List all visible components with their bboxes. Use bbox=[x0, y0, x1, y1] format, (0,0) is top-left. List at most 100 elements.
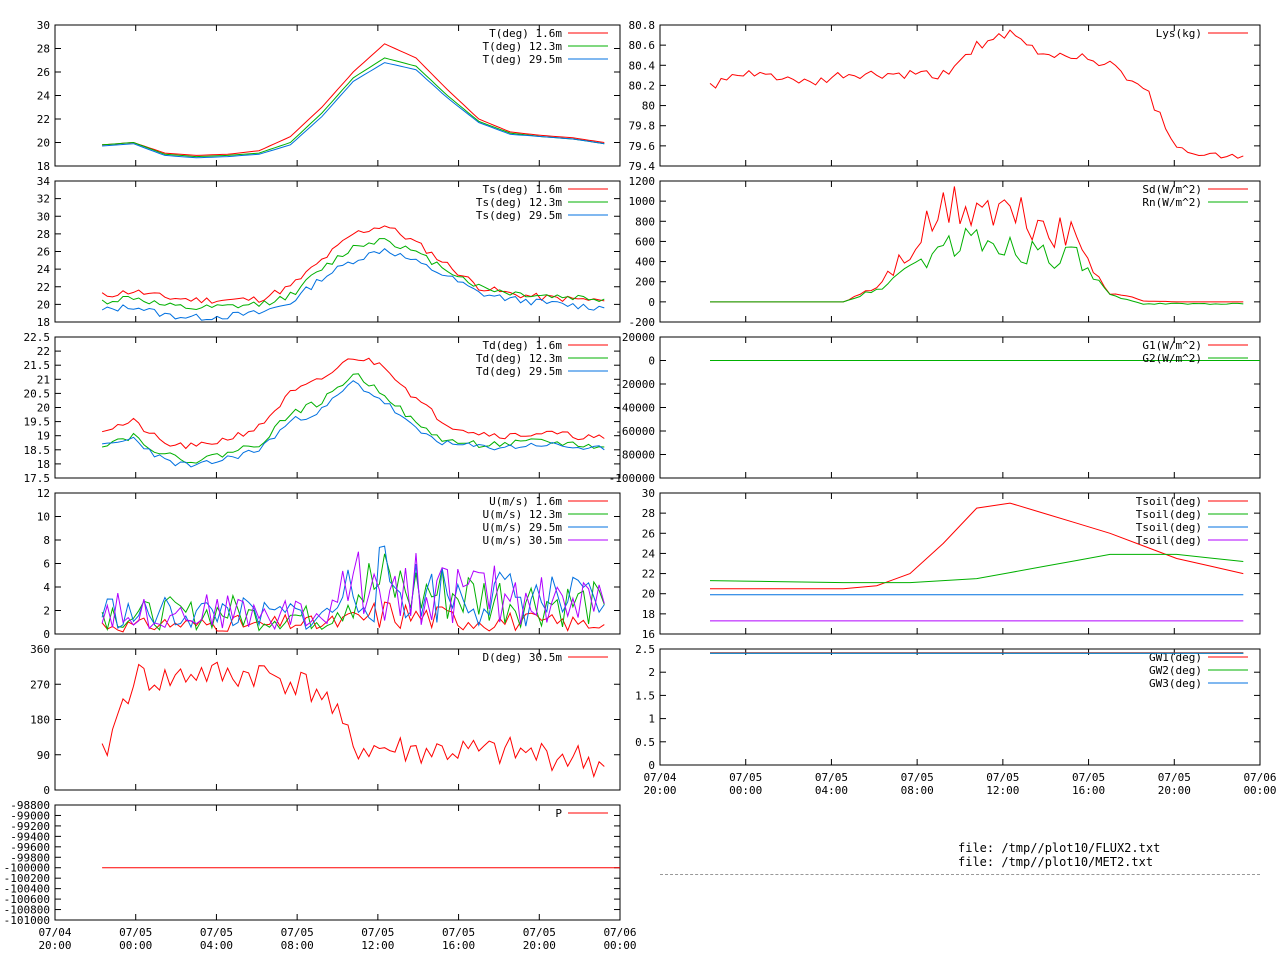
x-tick-label-date: 07/06 bbox=[603, 926, 636, 939]
legend-label: T(deg) 29.5m bbox=[483, 53, 563, 66]
y-tick-label: 2.5 bbox=[635, 643, 655, 656]
x-tick-label-date: 07/05 bbox=[119, 926, 152, 939]
y-tick-label: 0 bbox=[648, 355, 655, 368]
y-tick-label: -100200 bbox=[4, 872, 50, 885]
y-tick-label: 24 bbox=[642, 547, 656, 560]
legend-label: Td(deg) 12.3m bbox=[476, 352, 562, 365]
y-tick-label: 80 bbox=[642, 100, 655, 113]
x-tick-label-time: 08:00 bbox=[281, 939, 314, 952]
x-tick-label-time: 20:00 bbox=[523, 939, 556, 952]
legend-label: Sd(W/m^2) bbox=[1142, 183, 1202, 196]
y-tick-label: 400 bbox=[635, 256, 655, 269]
legend-label: Ts(deg) 12.3m bbox=[476, 196, 562, 209]
y-tick-label: 24 bbox=[37, 90, 51, 103]
y-tick-label: 18 bbox=[37, 160, 50, 173]
series-line-ts-1 bbox=[101, 238, 605, 311]
x-tick-label-date: 07/05 bbox=[1158, 771, 1191, 784]
y-tick-label: -99800 bbox=[10, 851, 50, 864]
x-tick-label-date: 07/05 bbox=[901, 771, 934, 784]
y-tick-label: 0 bbox=[43, 784, 50, 797]
y-tick-label: -99000 bbox=[10, 809, 50, 822]
series-line-t-1 bbox=[102, 57, 605, 158]
x-tick-label-time: 08:00 bbox=[901, 784, 934, 797]
x-tick-label-time: 16:00 bbox=[1072, 784, 1105, 797]
chart-d: 0 90 180 270 360 D(deg) 30.5m bbox=[30, 643, 621, 797]
y-tick-label: 22 bbox=[37, 113, 50, 126]
plot-frame bbox=[54, 648, 621, 791]
y-tick-label: 28 bbox=[37, 43, 50, 56]
y-tick-label: 0 bbox=[648, 759, 655, 772]
series-line-u-3 bbox=[101, 551, 605, 631]
legend-label: GW3(deg) bbox=[1149, 677, 1202, 690]
y-tick-label: 0 bbox=[43, 628, 50, 641]
y-tick-label: 20 bbox=[37, 402, 50, 415]
plot-frame bbox=[54, 804, 621, 921]
y-tick-label: 270 bbox=[30, 678, 50, 691]
legend-label: U(m/s) 29.5m bbox=[483, 521, 563, 534]
legend-label: D(deg) 30.5m bbox=[483, 651, 563, 664]
file-list: file: /tmp//plot10/FLUX2.txt file: /tmp/… bbox=[958, 841, 1160, 869]
y-tick-label: 6 bbox=[43, 558, 50, 571]
y-tick-label: 600 bbox=[635, 235, 655, 248]
y-tick-label: 24 bbox=[37, 263, 51, 276]
y-tick-label: 180 bbox=[30, 714, 50, 727]
series-line-u-2 bbox=[101, 545, 605, 631]
y-tick-label: 20.5 bbox=[24, 387, 51, 400]
legend-label: G1(W/m^2) bbox=[1142, 339, 1202, 352]
x-tick-label-time: 04:00 bbox=[200, 939, 233, 952]
legend-label: Td(deg) 1.6m bbox=[483, 339, 563, 352]
y-tick-label: 80.4 bbox=[629, 59, 656, 72]
x-tick-label-date: 07/05 bbox=[200, 926, 233, 939]
chart-g: -100000 -80000 -60000 -40000 -20000 0 20000 G1(… bbox=[609, 331, 1261, 485]
y-tick-label: 22 bbox=[37, 281, 50, 294]
y-tick-label: 79.4 bbox=[629, 160, 656, 173]
plot-frame bbox=[659, 492, 1261, 635]
y-tick-label: 8 bbox=[43, 534, 50, 547]
series-line-ts-0 bbox=[101, 225, 605, 304]
plot-frame bbox=[659, 24, 1261, 167]
x-tick-label-time: 12:00 bbox=[361, 939, 394, 952]
y-tick-label: 18.5 bbox=[24, 444, 51, 457]
y-tick-label: -99400 bbox=[10, 830, 50, 843]
legend-label: Tsoil(deg) bbox=[1136, 521, 1202, 534]
y-tick-label: 0 bbox=[648, 296, 655, 309]
legend-label: Tsoil(deg) bbox=[1136, 508, 1202, 521]
series-line-lys-0 bbox=[709, 29, 1244, 159]
y-tick-label: 4 bbox=[43, 581, 50, 594]
x-tick-label-date: 07/05 bbox=[281, 926, 314, 939]
file-line-1: file: /tmp//plot10/FLUX2.txt bbox=[958, 841, 1161, 855]
chart-p: -101000-100800-100600-100400-100200-1000… bbox=[4, 799, 637, 952]
x-tick-label-time: 20:00 bbox=[1158, 784, 1191, 797]
x-tick-label-date: 07/05 bbox=[815, 771, 848, 784]
y-tick-label: 21 bbox=[37, 373, 50, 386]
file-line-2: file: /tmp//plot10/MET2.txt bbox=[958, 855, 1154, 869]
y-tick-label: 19 bbox=[37, 430, 50, 443]
y-tick-label: 20 bbox=[642, 588, 655, 601]
plot-frame bbox=[659, 180, 1261, 323]
y-tick-label: 1.5 bbox=[635, 689, 655, 702]
y-tick-label: 2 bbox=[648, 666, 655, 679]
chart-lys: 79.4 79.6 79.8 80 80.2 80.4 80.6 80.8 Lys(kg) bbox=[629, 19, 1261, 173]
x-tick-label-time: 00:00 bbox=[603, 939, 636, 952]
y-tick-label: 1 bbox=[648, 713, 655, 726]
x-tick-label-date: 07/06 bbox=[1243, 771, 1276, 784]
legend-label: Td(deg) 29.5m bbox=[476, 365, 562, 378]
series-line-t-0 bbox=[102, 43, 605, 156]
legend-label: P bbox=[555, 807, 562, 820]
y-tick-label: 30 bbox=[642, 487, 655, 500]
legend-label: G2(W/m^2) bbox=[1142, 352, 1202, 365]
series-line-d-0 bbox=[101, 661, 605, 779]
y-tick-label: 80.8 bbox=[629, 19, 656, 32]
series-line-td-0 bbox=[101, 357, 605, 450]
y-tick-label: 2 bbox=[43, 605, 50, 618]
y-tick-label: -100800 bbox=[4, 904, 50, 917]
legend-label: U(m/s) 30.5m bbox=[483, 534, 563, 547]
legend-label: GW1(deg) bbox=[1149, 651, 1202, 664]
y-tick-label: 20 bbox=[37, 298, 50, 311]
y-tick-label: 80.6 bbox=[629, 39, 656, 52]
series-line-tsoil-1 bbox=[709, 553, 1244, 584]
x-tick-label-date: 07/05 bbox=[1072, 771, 1105, 784]
y-tick-label: 360 bbox=[30, 643, 50, 656]
